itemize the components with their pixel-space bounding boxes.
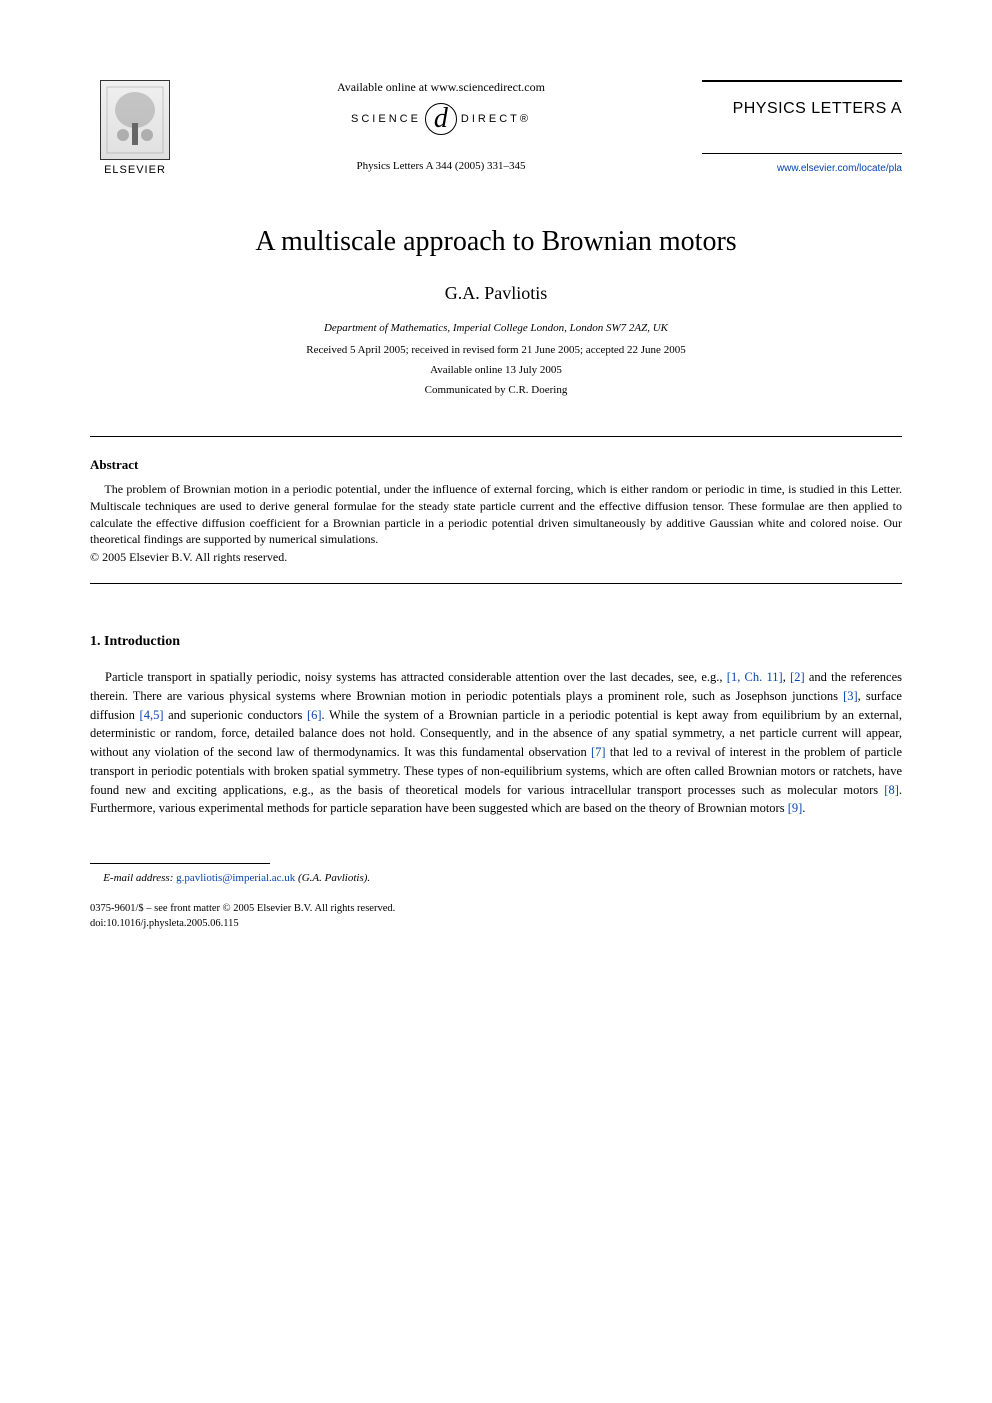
body-text: Particle transport in spatially periodic… bbox=[105, 670, 727, 684]
divider bbox=[90, 436, 902, 437]
abstract-copyright: © 2005 Elsevier B.V. All rights reserved… bbox=[90, 550, 902, 565]
direct-label: DIRECT® bbox=[461, 113, 531, 125]
footer-info: 0375-9601/$ – see front matter © 2005 El… bbox=[90, 902, 902, 931]
journal-name: PHYSICS LETTERS A bbox=[702, 100, 902, 118]
ref-link-8[interactable]: [8] bbox=[884, 783, 899, 797]
abstract-text: The problem of Brownian motion in a peri… bbox=[90, 481, 902, 548]
article-title: A multiscale approach to Brownian motors bbox=[90, 226, 902, 258]
section-1-heading: 1. Introduction bbox=[90, 634, 902, 650]
footer-divider bbox=[90, 863, 270, 864]
citation-text: Physics Letters A 344 (2005) 331–345 bbox=[200, 160, 682, 172]
author-email-link[interactable]: g.pavliotis@imperial.ac.uk bbox=[176, 872, 295, 884]
publisher-logo: ELSEVIER bbox=[90, 80, 180, 176]
communicated-by: Communicated by C.R. Doering bbox=[90, 384, 902, 396]
available-online-text: Available online at www.sciencedirect.co… bbox=[200, 80, 682, 95]
abstract-section: Abstract The problem of Brownian motion … bbox=[90, 457, 902, 565]
journal-name-box: PHYSICS LETTERS A bbox=[702, 80, 902, 118]
ref-link-4-5[interactable]: [4,5] bbox=[140, 708, 164, 722]
issn-line: 0375-9601/$ – see front matter © 2005 El… bbox=[90, 902, 902, 917]
email-author-note: (G.A. Pavliotis). bbox=[295, 872, 370, 884]
email-line: E-mail address: g.pavliotis@imperial.ac.… bbox=[90, 872, 902, 884]
body-text: , bbox=[783, 670, 790, 684]
article-author: G.A. Pavliotis bbox=[90, 283, 902, 304]
journal-header: PHYSICS LETTERS A www.elsevier.com/locat… bbox=[702, 80, 902, 176]
science-direct-logo: SCIENCE d DIRECT® bbox=[351, 103, 531, 135]
publisher-name: ELSEVIER bbox=[104, 164, 166, 176]
elsevier-tree-icon bbox=[100, 80, 170, 160]
body-text: and superionic conductors bbox=[163, 708, 306, 722]
author-affiliation: Department of Mathematics, Imperial Coll… bbox=[90, 322, 902, 334]
article-dates: Received 5 April 2005; received in revis… bbox=[90, 344, 902, 356]
divider bbox=[90, 583, 902, 584]
science-label: SCIENCE bbox=[351, 113, 421, 125]
journal-url-box: www.elsevier.com/locate/pla bbox=[702, 153, 902, 176]
ref-link-7[interactable]: [7] bbox=[591, 745, 606, 759]
at-icon: d bbox=[425, 103, 457, 135]
ref-link-1[interactable]: [1, Ch. 11] bbox=[727, 670, 783, 684]
center-header: Available online at www.sciencedirect.co… bbox=[180, 80, 702, 172]
ref-link-3[interactable]: [3] bbox=[843, 689, 858, 703]
abstract-heading: Abstract bbox=[90, 457, 902, 473]
ref-link-6[interactable]: [6] bbox=[307, 708, 322, 722]
email-label: E-mail address: bbox=[103, 872, 176, 884]
journal-url-link[interactable]: www.elsevier.com/locate/pla bbox=[777, 163, 902, 174]
body-text: . bbox=[802, 801, 805, 815]
section-1-paragraph-1: Particle transport in spatially periodic… bbox=[90, 668, 902, 818]
article-header: ELSEVIER Available online at www.science… bbox=[90, 80, 902, 176]
ref-link-9[interactable]: [9] bbox=[788, 801, 803, 815]
online-date: Available online 13 July 2005 bbox=[90, 364, 902, 376]
doi-line: doi:10.1016/j.physleta.2005.06.115 bbox=[90, 917, 902, 932]
ref-link-2[interactable]: [2] bbox=[790, 670, 805, 684]
